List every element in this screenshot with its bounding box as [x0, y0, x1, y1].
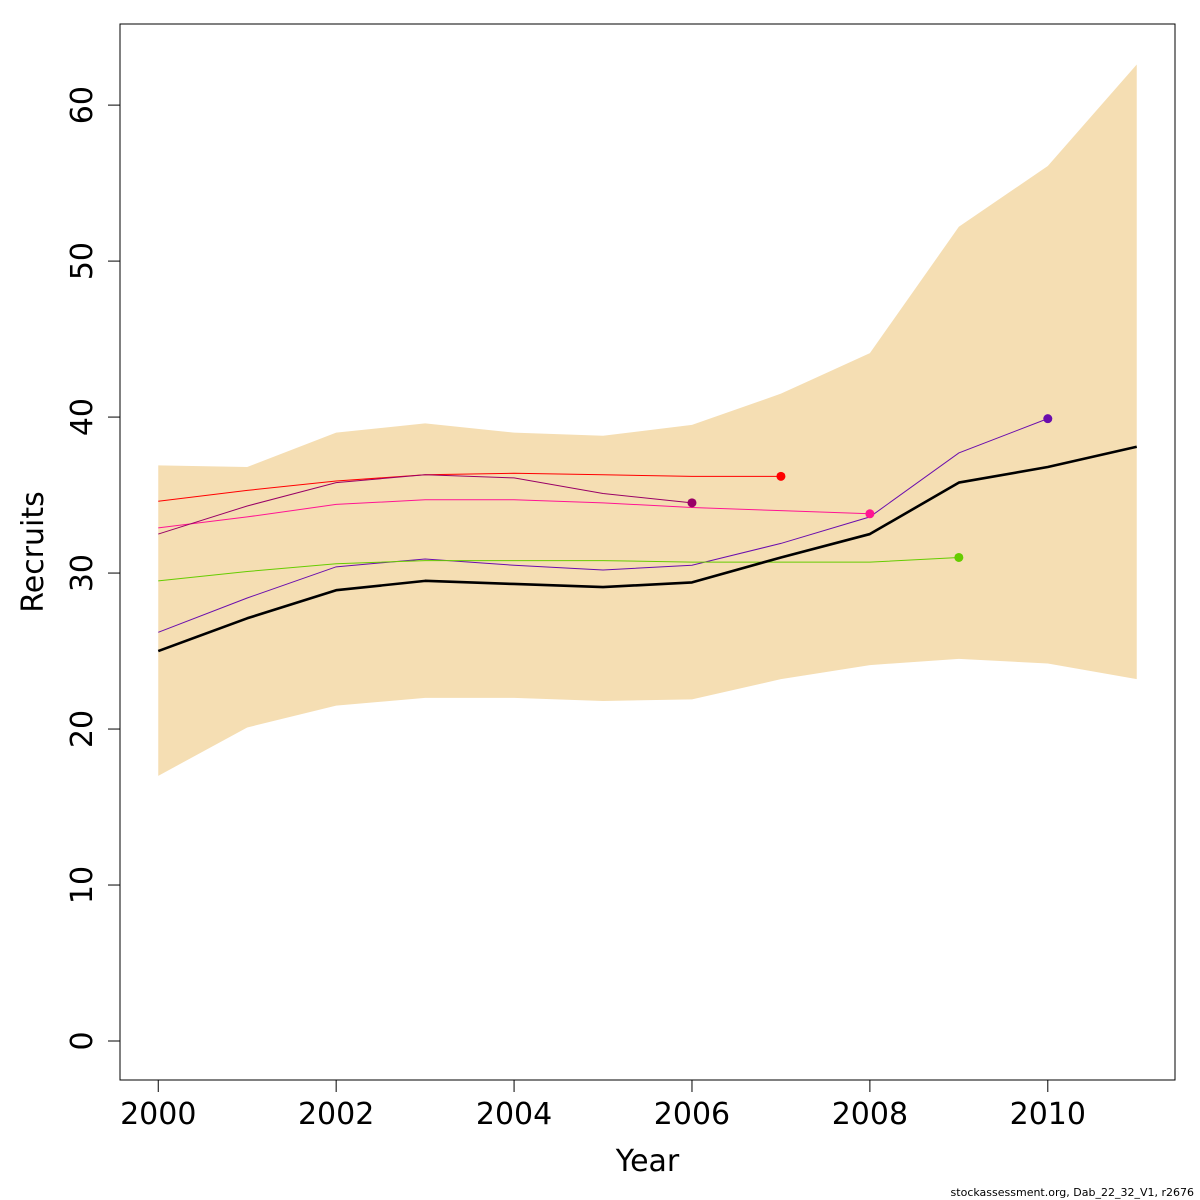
y-tick-label: 30	[65, 554, 100, 592]
x-axis-title: Year	[615, 1144, 680, 1179]
main-series-layer	[157, 445, 1138, 653]
confidence-band	[158, 64, 1137, 776]
footer-credit: stockassessment.org, Dab_22_32_V1, r2676	[951, 1186, 1194, 1199]
x-tick-label: 2000	[120, 1097, 196, 1132]
retro-series-endpoint-3	[865, 509, 875, 519]
retro-series-line-4	[158, 472, 781, 502]
x-tick-label: 2004	[476, 1097, 552, 1132]
retro-endpoints-layer	[687, 414, 1053, 562]
retro-series-line-1	[158, 418, 1048, 633]
y-tick-label: 10	[65, 866, 100, 904]
retro-series-line-5	[158, 474, 693, 535]
retro-series-endpoint-1	[1043, 414, 1053, 424]
retro-series-layer	[158, 418, 1048, 633]
y-axis-title: Recruits	[16, 491, 51, 613]
y-tick-label: 0	[65, 1031, 100, 1050]
confidence-band-layer	[158, 64, 1137, 776]
y-tick-label: 50	[65, 242, 100, 280]
retro-series-endpoint-2	[954, 552, 964, 562]
y-tick-label: 60	[65, 86, 100, 124]
y-axis: 0 10 20 30 40 50 60	[65, 86, 121, 1051]
retro-series-line-2	[158, 556, 959, 582]
retro-series-endpoint-4	[776, 471, 786, 481]
main-series-line	[157, 445, 1138, 653]
x-tick-label: 2006	[654, 1097, 730, 1132]
y-tick-label: 20	[65, 710, 100, 748]
y-tick-label: 40	[65, 398, 100, 436]
x-tick-label: 2002	[298, 1097, 374, 1132]
x-tick-label: 2010	[1010, 1097, 1086, 1132]
x-tick-label: 2008	[832, 1097, 908, 1132]
retro-series-endpoint-5	[687, 498, 697, 508]
retro-series-line-3	[158, 499, 870, 529]
x-axis: 2000 2002 2004 2006 2008 2010	[120, 1079, 1086, 1132]
